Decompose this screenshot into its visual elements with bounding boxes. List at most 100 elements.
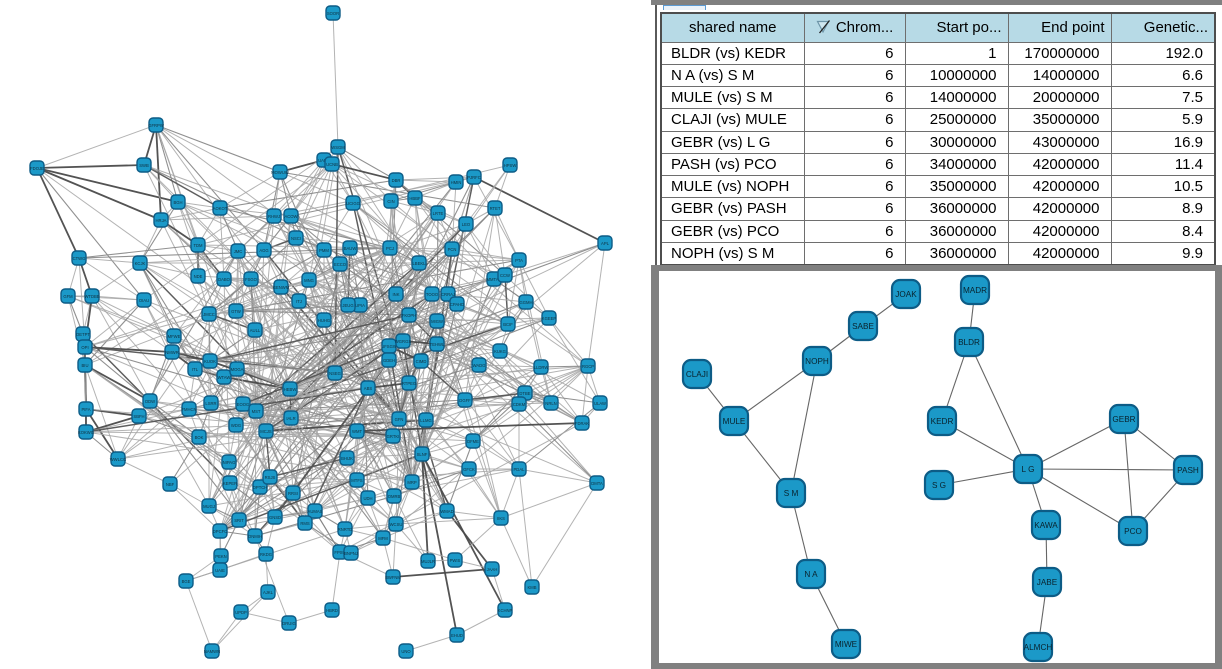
svg-text:IIKS: IIKS: [497, 516, 505, 521]
svg-text:HBRD: HBRD: [326, 608, 338, 613]
svg-text:GGMH: GGMH: [519, 300, 532, 305]
svg-text:RGCP: RGCP: [582, 364, 594, 369]
svg-text:JMC: JMC: [234, 249, 243, 254]
svg-text:HEBW: HEBW: [284, 387, 297, 392]
svg-text:BCIF: BCIF: [503, 322, 513, 327]
svg-text:DMTA: DMTA: [591, 481, 603, 486]
svg-text:MOGA: MOGA: [231, 367, 244, 372]
svg-text:FPSU: FPSU: [334, 550, 345, 555]
svg-text:LLMG: LLMG: [420, 418, 431, 423]
svg-text:GENWM: GENWM: [273, 285, 290, 290]
svg-text:AGG: AGG: [259, 248, 268, 253]
svg-text:RMS: RMS: [300, 521, 310, 526]
svg-text:RSJS: RSJS: [265, 475, 276, 480]
svg-text:KEPER: KEPER: [223, 481, 237, 486]
svg-text:CTWG: CTWG: [73, 256, 86, 261]
svg-text:DBR: DBR: [392, 178, 401, 183]
svg-text:FDRAK: FDRAK: [575, 421, 589, 426]
svg-text:ITJ: ITJ: [296, 299, 302, 304]
svg-text:KMB: KMB: [527, 585, 536, 590]
svg-text:ITL: ITL: [192, 367, 199, 372]
svg-text:PJRFC: PJRFC: [467, 175, 481, 180]
svg-text:JABE: JABE: [1037, 578, 1058, 587]
svg-text:PMM: PMM: [319, 248, 329, 253]
svg-text:NMWR: NMWR: [165, 350, 179, 355]
svg-text:GTW: GTW: [231, 309, 241, 314]
svg-text:CDKM: CDKM: [513, 402, 526, 407]
svg-text:UARC: UARC: [318, 158, 330, 163]
svg-text:ACOW: ACOW: [284, 214, 297, 219]
svg-text:UDH: UDH: [363, 496, 372, 501]
svg-text:MMTAU: MMTAU: [486, 277, 501, 282]
svg-text:MADR: MADR: [963, 286, 987, 295]
svg-text:EOOG: EOOG: [237, 402, 250, 407]
svg-text:ABS: ABS: [364, 386, 373, 391]
svg-text:EHUD: EHUD: [451, 633, 463, 638]
svg-text:WGRGS: WGRGS: [395, 339, 411, 344]
svg-text:CRRAJ: CRRAJ: [441, 292, 455, 297]
svg-text:RTPEG: RTPEG: [402, 381, 416, 386]
svg-text:IALR: IALR: [286, 416, 295, 421]
svg-text:MIWE: MIWE: [835, 640, 858, 649]
svg-text:GDEH: GDEH: [383, 358, 395, 363]
svg-text:JOAK: JOAK: [895, 290, 917, 299]
svg-text:APL: APL: [601, 241, 610, 246]
svg-text:LRTE: LRTE: [433, 211, 444, 216]
svg-text:RHWJ: RHWJ: [268, 214, 280, 219]
svg-text:OMRB: OMRB: [388, 494, 401, 499]
svg-text:BGE: BGE: [182, 579, 191, 584]
svg-text:BGH: BGH: [173, 200, 182, 205]
svg-text:OPTCH: OPTCH: [253, 485, 268, 490]
svg-text:HRJA: HRJA: [156, 218, 167, 223]
svg-text:KOKWG: KOKWG: [78, 430, 94, 435]
svg-text:ALMCH: ALMCH: [1024, 643, 1053, 652]
svg-text:NSEG: NSEG: [329, 371, 341, 376]
svg-text:JEUG: JEUG: [342, 303, 353, 308]
svg-text:CCW: CCW: [500, 273, 510, 278]
svg-text:GFM: GFM: [63, 294, 73, 299]
svg-text:BAUW: BAUW: [344, 246, 357, 251]
svg-text:N A: N A: [804, 570, 818, 579]
svg-text:UCNB: UCNB: [326, 162, 338, 167]
svg-text:SLNF: SLNF: [417, 452, 428, 457]
svg-text:LBEKL: LBEKL: [412, 261, 426, 266]
svg-text:PIFA: PIFA: [81, 407, 90, 412]
svg-text:OIAU: OIAU: [139, 298, 149, 303]
svg-text:FMHCN: FMHCN: [181, 407, 196, 412]
svg-text:GEBR: GEBR: [1112, 415, 1135, 424]
svg-text:UCIGG: UCIGG: [346, 201, 360, 206]
svg-text:WTDBE: WTDBE: [84, 294, 99, 299]
svg-text:BOK: BOK: [195, 435, 204, 440]
svg-text:KGEEP: KGEEP: [542, 316, 557, 321]
svg-text:JAAH: JAAH: [487, 567, 498, 572]
svg-text:KUKG: KUKG: [494, 349, 506, 354]
svg-text:MOWUW: MOWUW: [271, 170, 289, 175]
svg-text:S G: S G: [932, 481, 946, 490]
svg-text:TOOO: TOOO: [426, 292, 439, 297]
svg-text:KCJK: KCJK: [135, 261, 146, 266]
svg-text:KAWA: KAWA: [1034, 521, 1058, 530]
svg-text:MCJS: MCJS: [260, 429, 272, 434]
svg-text:WMT: WMT: [352, 429, 362, 434]
svg-text:DABO: DABO: [218, 277, 231, 282]
svg-text:DTBE: DTBE: [519, 391, 530, 396]
svg-text:AOKOT: AOKOT: [213, 206, 228, 211]
svg-text:MIGW: MIGW: [431, 319, 443, 324]
svg-text:PDAL: PDAL: [514, 467, 526, 472]
svg-text:SBFH: SBFH: [133, 414, 144, 419]
svg-text:RRSI: RRSI: [288, 491, 298, 496]
svg-text:MRP: MRP: [407, 480, 417, 485]
svg-text:DRUIG: DRUIG: [282, 621, 296, 626]
svg-text:NBF: NBF: [166, 482, 175, 487]
svg-text:OETPT: OETPT: [76, 332, 90, 337]
svg-text:MNG: MNG: [304, 278, 314, 283]
svg-text:GFRPW: GFRPW: [148, 123, 164, 128]
svg-text:ULAW: ULAW: [594, 401, 606, 406]
svg-text:PWIS: PWIS: [450, 558, 461, 563]
svg-text:LLDRW: LLDRW: [534, 365, 549, 370]
svg-text:MTFS: MTFS: [351, 478, 363, 483]
svg-text:PCN: PCN: [448, 247, 457, 252]
svg-text:NAMWN: NAMWN: [204, 649, 220, 654]
svg-text:LSRR: LSRR: [205, 401, 216, 406]
svg-text:NOPH: NOPH: [805, 357, 829, 366]
